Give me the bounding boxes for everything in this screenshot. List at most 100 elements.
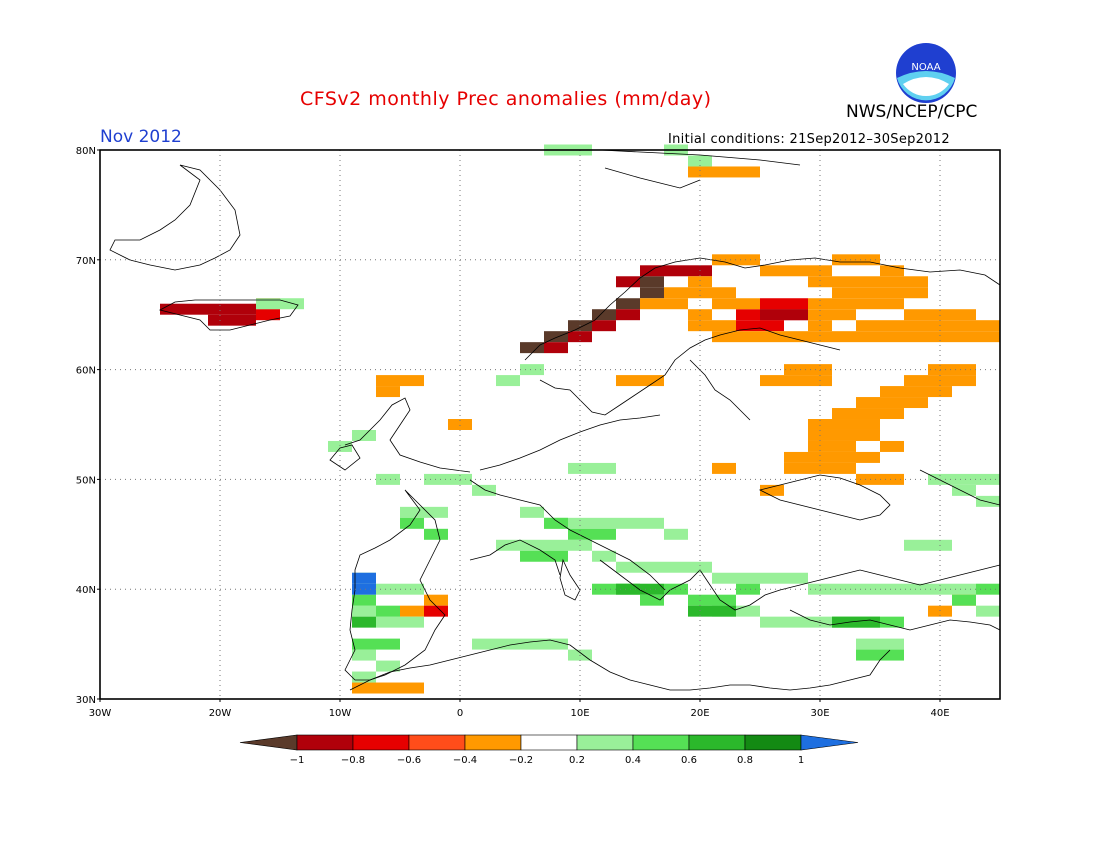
anomaly-cell	[736, 309, 760, 321]
anomaly-cell	[664, 287, 688, 299]
anomaly-cell	[424, 506, 448, 518]
anomaly-cell	[928, 331, 952, 343]
colorbar-swatch	[464, 734, 522, 751]
anomaly-cell	[952, 473, 976, 485]
colorbar-label: 0.6	[681, 755, 697, 766]
anomaly-cell	[808, 440, 832, 452]
anomaly-cell	[856, 287, 880, 299]
anomaly-cell	[712, 605, 736, 617]
anomaly-cell	[232, 303, 256, 315]
anomaly-cell	[352, 671, 376, 683]
anomaly-cell	[496, 539, 520, 551]
anomaly-cell	[880, 473, 904, 485]
anomaly-cell	[376, 638, 400, 650]
colorbar-swatch	[296, 734, 354, 751]
anomaly-cell	[808, 331, 832, 343]
anomaly-cell	[688, 276, 712, 288]
chart-title: CFSv2 monthly Prec anomalies (mm/day)	[300, 88, 712, 110]
anomaly-cell	[400, 605, 424, 617]
anomaly-cell	[784, 265, 808, 277]
anomaly-cell	[736, 583, 760, 595]
anomaly-cell	[424, 528, 448, 540]
anomaly-cell	[952, 309, 976, 321]
colorbar-swatch	[800, 734, 859, 751]
anomaly-cell	[736, 298, 760, 310]
anomaly-cell	[664, 265, 688, 277]
anomaly-cell	[808, 451, 832, 463]
anomaly-cell	[352, 638, 376, 650]
lat-tick-label: 40N	[76, 585, 96, 596]
anomaly-cell	[712, 287, 736, 299]
anomaly-cell	[208, 303, 232, 315]
colorbar-swatch	[520, 734, 578, 751]
anomaly-cell	[712, 254, 736, 266]
anomaly-cell	[616, 276, 640, 288]
anomaly-cell	[256, 298, 280, 310]
initial-conditions: Initial conditions: 21Sep2012–30Sep2012	[668, 132, 950, 147]
anomaly-cell	[856, 429, 880, 441]
anomaly-cell	[856, 276, 880, 288]
anomaly-cell	[352, 649, 376, 661]
anomaly-cell	[832, 451, 856, 463]
anomaly-cell	[520, 539, 544, 551]
anomaly-cell	[400, 375, 424, 387]
noaa-logo-icon: NOAA	[896, 43, 956, 103]
anomaly-cell	[976, 605, 1000, 617]
anomaly-cell	[160, 303, 184, 315]
lon-tick-label: 40E	[930, 708, 949, 719]
anomaly-cell	[784, 462, 808, 474]
anomaly-cell	[616, 583, 640, 595]
anomaly-cell	[856, 649, 880, 661]
anomaly-cell	[856, 254, 880, 266]
anomaly-cell	[904, 386, 928, 398]
anomaly-cell	[856, 331, 880, 343]
colorbar-label: −0.8	[341, 755, 365, 766]
anomaly-cell	[952, 375, 976, 387]
anomaly-cell	[880, 408, 904, 420]
anomaly-cell	[424, 594, 448, 606]
lon-tick-label: 10E	[570, 708, 589, 719]
anomaly-cell	[784, 375, 808, 387]
anomaly-cell	[880, 276, 904, 288]
anomaly-cell	[832, 309, 856, 321]
anomaly-cell	[352, 682, 376, 694]
anomaly-cell	[904, 287, 928, 299]
anomaly-cell	[808, 309, 832, 321]
anomaly-cell	[760, 572, 784, 584]
anomaly-cell	[736, 254, 760, 266]
anomaly-cell	[640, 583, 664, 595]
anomaly-cell	[592, 583, 616, 595]
anomaly-cell	[616, 298, 640, 310]
anomaly-cell	[976, 495, 1000, 507]
anomaly-cell	[880, 386, 904, 398]
lon-tick-label: 0	[457, 708, 463, 719]
anomaly-cell	[352, 616, 376, 628]
colorbar-label: 1	[798, 755, 804, 766]
anomaly-cell	[760, 265, 784, 277]
anomaly-cell	[904, 397, 928, 409]
anomaly-cell	[760, 309, 784, 321]
anomaly-cell	[856, 408, 880, 420]
anomaly-cell	[952, 364, 976, 376]
anomaly-cell	[232, 314, 256, 326]
anomaly-cell	[520, 364, 544, 376]
anomaly-cell	[712, 462, 736, 474]
anomaly-cell	[448, 419, 472, 430]
colorbar-label: −0.4	[453, 755, 477, 766]
map-frame	[99, 149, 1001, 700]
anomaly-cell	[856, 616, 880, 628]
anomaly-cell	[544, 550, 568, 562]
lat-tick-label: 70N	[76, 256, 96, 267]
anomaly-cell	[904, 309, 928, 321]
anomaly-cell	[400, 583, 424, 595]
anomaly-cell	[760, 616, 784, 628]
anomaly-cell	[640, 265, 664, 277]
forecast-month: Nov 2012	[100, 127, 182, 147]
anomaly-cell	[832, 440, 856, 452]
lat-tick-label: 80N	[76, 146, 96, 157]
anomaly-cell	[952, 320, 976, 332]
anomaly-cell	[544, 331, 568, 343]
anomaly-cell	[592, 528, 616, 540]
anomaly-cell	[904, 331, 928, 343]
anomaly-cell	[256, 309, 280, 321]
